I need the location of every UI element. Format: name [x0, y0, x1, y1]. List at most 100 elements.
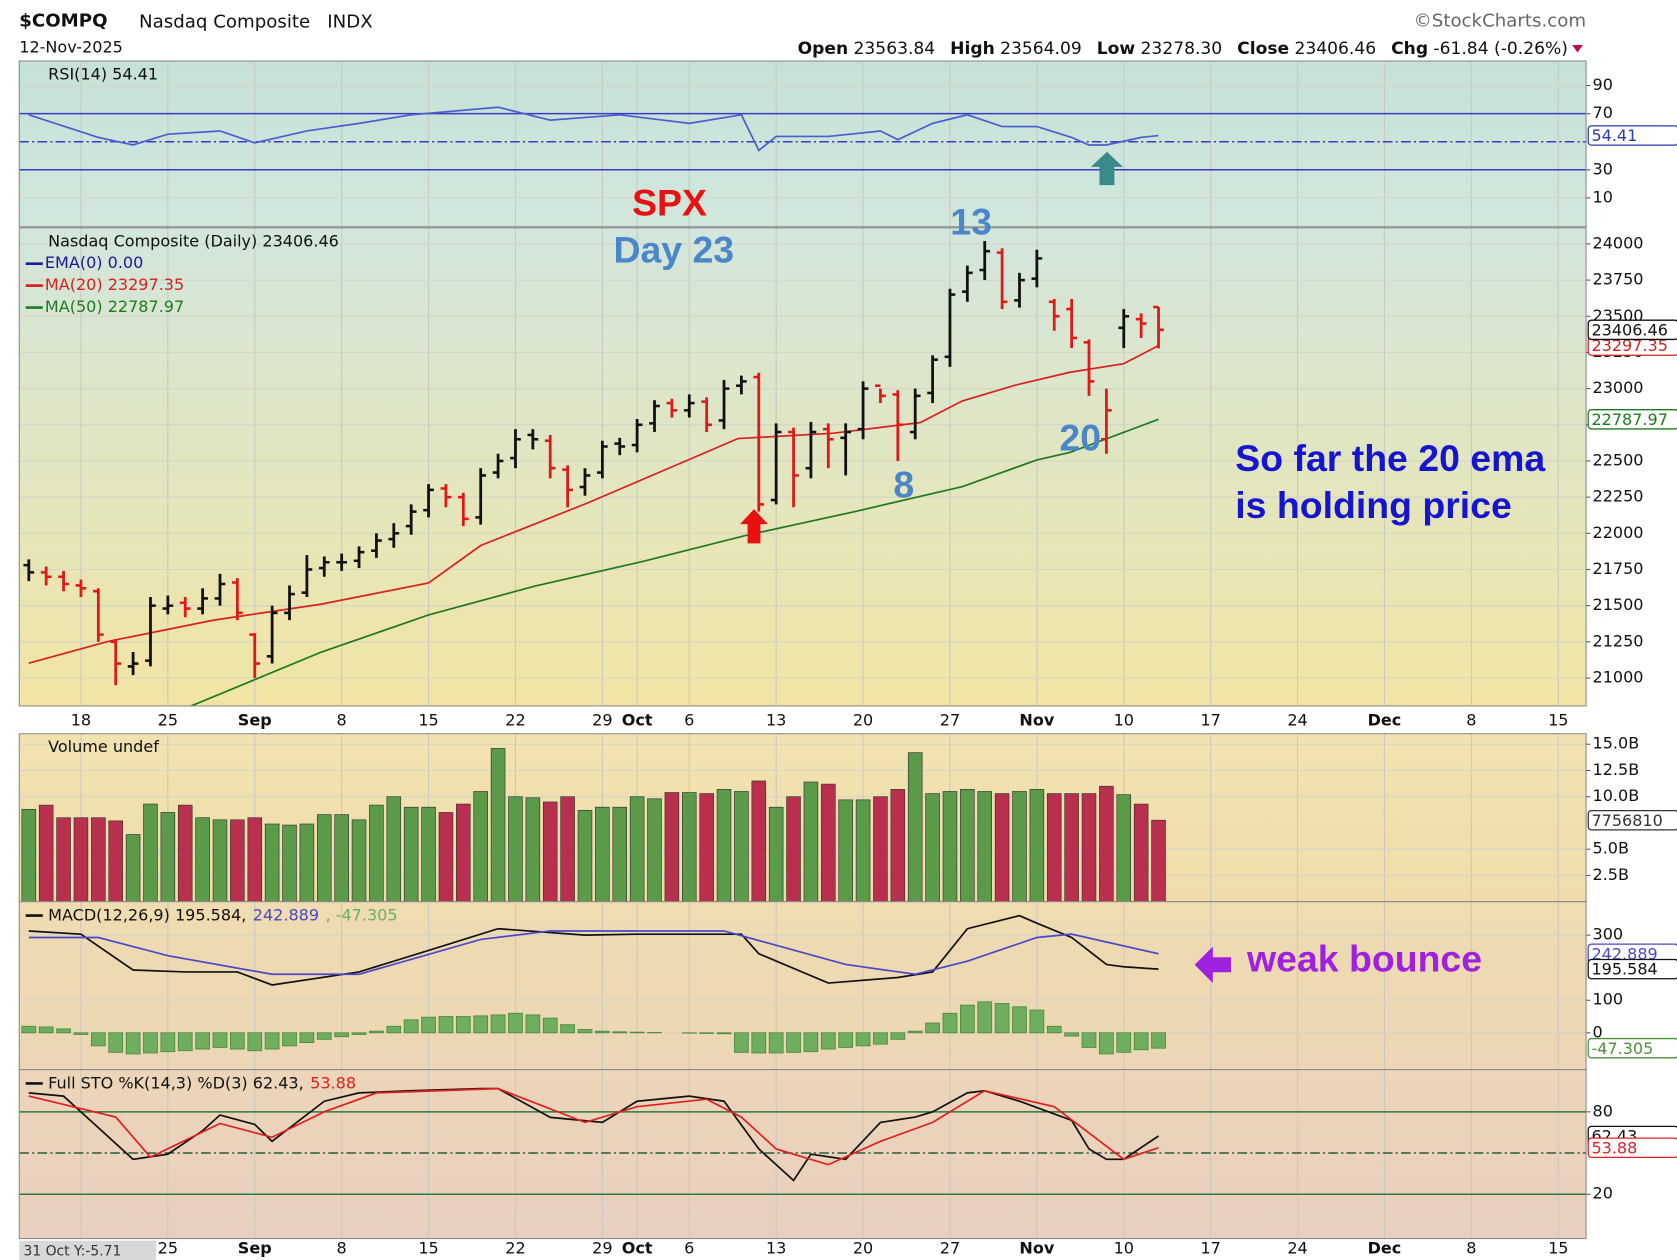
- histogram-bar: [699, 1032, 715, 1034]
- histogram-bar: [838, 1032, 854, 1048]
- quote-value: -61.84 (-0.26%): [1433, 39, 1567, 59]
- histogram-bar: [490, 1014, 506, 1034]
- volume-bar: [264, 823, 280, 902]
- legend-label: , -47.305: [326, 905, 398, 924]
- volume-bar: [873, 796, 888, 902]
- x-tick-label: 20: [853, 710, 873, 729]
- panel-title: RSI(14) 54.41: [48, 64, 158, 83]
- x-tick-label: 13: [766, 710, 786, 729]
- histogram-bar: [264, 1032, 280, 1050]
- y-tick-label: 2.5B: [1593, 865, 1629, 884]
- quote-label: Close: [1237, 39, 1289, 59]
- legend-label: MACD(12,26,9) 195.584,: [48, 905, 246, 924]
- histogram-bar: [38, 1026, 54, 1034]
- panel-background: [19, 61, 1587, 227]
- quote-label: Chg: [1391, 39, 1428, 59]
- quote-value: 23563.84: [854, 39, 936, 59]
- x-tick-label: 8: [1466, 1239, 1476, 1258]
- histogram-bar: [421, 1016, 436, 1034]
- value-badge: [1587, 319, 1677, 341]
- y-tick-label: 21250: [1593, 631, 1644, 650]
- histogram-bar: [73, 1032, 89, 1035]
- volume-bar: [195, 817, 210, 902]
- volume-bar: [282, 824, 297, 902]
- histogram-bar: [890, 1032, 906, 1040]
- x-tick-label: 10: [1114, 1239, 1134, 1258]
- volume-bar: [612, 806, 628, 902]
- x-tick-label: 15: [418, 710, 438, 729]
- histogram-bar: [1029, 1009, 1045, 1034]
- volume-bar: [525, 797, 541, 902]
- y-tick-label: 20: [1593, 1184, 1613, 1203]
- histogram-bar: [1012, 1006, 1027, 1034]
- histogram-bar: [195, 1032, 210, 1050]
- histogram-bar: [108, 1032, 124, 1053]
- x-tick-label: 8: [337, 710, 347, 729]
- panel-background: [19, 901, 1587, 1070]
- histogram-bar: [1151, 1032, 1166, 1049]
- volume-bar: [1099, 785, 1114, 902]
- volume-bar: [716, 789, 732, 902]
- histogram-bar: [959, 1004, 975, 1034]
- histogram-bar: [473, 1015, 489, 1034]
- volume-bar: [629, 796, 645, 902]
- volume-bar: [403, 806, 419, 902]
- volume-bar: [91, 817, 106, 902]
- annotation: weak bounce: [1246, 937, 1482, 979]
- panel-background: [19, 733, 1587, 902]
- y-tick-label: 24000: [1593, 233, 1644, 252]
- x-tick-label: 13: [766, 1239, 786, 1258]
- x-tick-label: 15: [418, 1239, 438, 1258]
- y-tick-label: 23000: [1593, 378, 1644, 397]
- legend-label: 242.889: [253, 905, 319, 924]
- volume-bar: [21, 808, 37, 902]
- value-badge: [1587, 809, 1677, 831]
- annotation: 8: [893, 464, 914, 506]
- volume-bar: [577, 810, 593, 902]
- y-tick-label: 22250: [1593, 487, 1644, 506]
- volume-bar: [73, 817, 89, 902]
- volume-bar: [299, 823, 315, 902]
- histogram-bar: [177, 1032, 193, 1052]
- x-tick-label: 24: [1287, 1239, 1307, 1258]
- y-tick-label: 12.5B: [1593, 760, 1640, 779]
- annotation: Day 23: [613, 228, 734, 270]
- volume-bar: [421, 806, 436, 902]
- value-badge-label: 53.88: [1591, 1138, 1637, 1157]
- histogram-bar: [855, 1032, 871, 1047]
- quote-value: 23278.30: [1141, 39, 1223, 59]
- histogram-bar: [334, 1032, 350, 1038]
- value-badge-label: -47.305: [1591, 1039, 1653, 1058]
- value-badge: [1587, 958, 1677, 980]
- value-badge-label: 54.41: [1591, 126, 1637, 145]
- histogram-bar: [229, 1032, 245, 1050]
- value-badge-label: 7756810: [1591, 811, 1662, 830]
- series-line: [28, 930, 1159, 976]
- footer: 31 Oct Y:-5.71: [24, 1243, 122, 1259]
- annotation: So far the 20 ema: [1235, 437, 1546, 479]
- histogram-bar: [820, 1032, 836, 1050]
- volume-bar: [994, 793, 1010, 902]
- value-badge: [1587, 1137, 1677, 1158]
- volume-bar: [751, 780, 767, 902]
- x-tick-label: 15: [1548, 710, 1568, 729]
- legend: MACD(12,26,9) 195.584, 242.889 , -47.305: [48, 905, 397, 924]
- arrow-icon: [1090, 151, 1123, 186]
- y-tick-label: 0: [1593, 1022, 1603, 1041]
- volume-bar: [699, 793, 714, 902]
- legend-label: Full STO %K(14,3) %D(3) 62.43,: [48, 1073, 304, 1092]
- date: 12-Nov-2025: [19, 38, 123, 57]
- volume-bar: [438, 812, 454, 902]
- volume-bar: [664, 792, 680, 902]
- volume-bar: [456, 803, 471, 902]
- panel-title: Nasdaq Composite (Daily) 23406.46: [48, 231, 339, 250]
- value-badge: [1587, 125, 1677, 146]
- x-tick-label: 6: [684, 710, 694, 729]
- histogram-bar: [1099, 1032, 1114, 1055]
- histogram-bar: [803, 1032, 819, 1053]
- value-badge-label: 242.889: [1591, 944, 1657, 963]
- panel: [19, 733, 1587, 902]
- y-tick-label: 70: [1593, 103, 1613, 122]
- x-tick-label: 22: [505, 710, 525, 729]
